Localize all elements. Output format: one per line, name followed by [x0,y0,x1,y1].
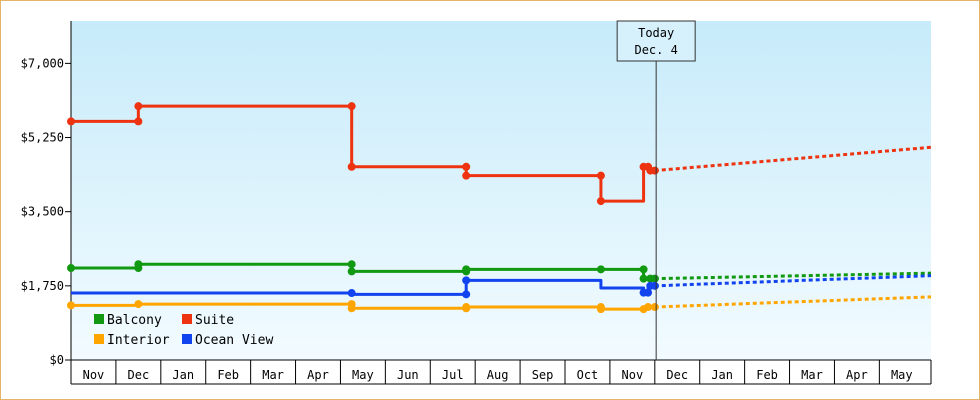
x-month-label: Nov [83,368,105,382]
data-point-ocean-view [644,288,653,297]
legend-label-ocean-view: Ocean View [195,333,273,348]
data-point-balcony [462,265,471,274]
data-point-balcony [639,265,648,274]
data-point-interior [650,303,659,312]
data-point-interior [134,300,143,309]
today-box [616,20,696,62]
data-point-ocean-view [650,281,659,290]
data-point-suite [134,102,143,111]
x-month-label: Jan [711,368,733,382]
x-month-label: Oct [577,368,599,382]
data-point-suite [347,162,356,171]
data-point-interior [462,303,471,312]
legend-label-balcony: Balcony [107,313,162,328]
legend-swatch-interior [94,334,104,344]
data-point-suite [650,166,659,175]
x-month-label: Apr [307,368,329,382]
today-label: Today [638,26,674,40]
x-month-label: Feb [756,368,778,382]
y-tick-label: $7,000 [21,56,64,70]
x-month-label: Aug [487,368,509,382]
data-point-suite [67,117,75,126]
data-point-balcony [596,265,605,274]
data-point-suite [134,117,143,126]
x-month-label: Dec [128,368,150,382]
x-month-label: Jul [442,368,464,382]
x-month-label: Jan [172,368,194,382]
data-point-balcony [639,274,648,283]
series-lines [67,102,932,314]
data-point-suite [347,102,356,111]
data-point-ocean-view [347,289,356,298]
x-axis: Nov Dec Jan Feb Mar Apr May Jun Jul Aug Sep Oct Nov D… [70,359,932,385]
x-month-label: Dec [666,368,688,382]
legend-label-suite: Suite [195,313,234,328]
x-month-label: May [352,368,374,382]
y-tick-label: $0 [50,353,64,367]
data-point-suite [462,162,471,171]
data-point-interior [67,301,75,310]
y-axis: $0 $1,750 $3,500 $5,250 $7,000 [21,21,72,367]
y-tick-label: $1,750 [21,279,64,293]
x-month-label: Sep [532,368,554,382]
y-tick-label: $3,500 [21,205,64,219]
data-point-balcony [347,267,356,276]
x-month-label: Apr [846,368,868,382]
y-tick-label: $5,250 [21,131,64,145]
plot-background [71,21,931,360]
today-date: Dec. 4 [634,43,677,57]
data-point-interior [644,303,653,312]
legend-label-interior: Interior [107,333,170,348]
x-month-label: Jun [397,368,419,382]
today-marker: Today Dec. 4 [616,20,696,360]
x-month-label: Nov [622,368,644,382]
data-point-balcony [650,274,659,283]
x-month-label: May [891,368,913,382]
data-point-balcony [347,260,356,269]
data-point-suite [596,171,605,180]
legend-swatch-balcony [94,314,104,324]
data-point-balcony [134,260,143,269]
x-month-label: Mar [801,368,823,382]
data-point-interior [596,305,605,314]
data-point-interior [347,304,356,313]
data-point-ocean-view [462,290,471,299]
data-point-ocean-view [462,276,471,285]
legend-swatch-ocean-view [182,334,192,344]
x-month-label: Feb [217,368,239,382]
data-point-suite [596,197,605,206]
data-point-balcony [67,264,75,273]
x-month-label: Mar [262,368,284,382]
data-point-suite [462,171,471,180]
legend: Balcony Suite Interior Ocean View [94,313,273,348]
legend-swatch-suite [182,314,192,324]
